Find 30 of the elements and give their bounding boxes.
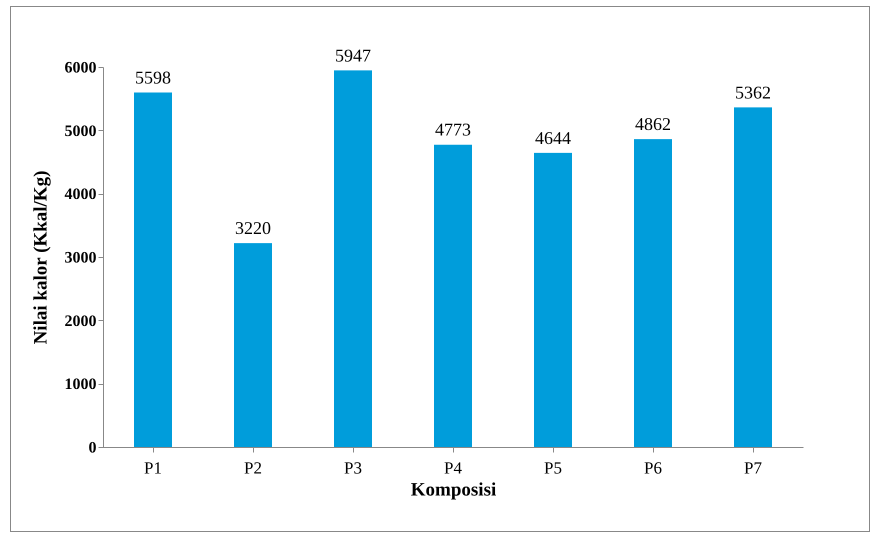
x-axis-title: Komposisi — [410, 480, 496, 500]
bar — [434, 144, 472, 447]
x-tick-label: P3 — [344, 458, 362, 478]
bar — [734, 107, 772, 447]
x-tick-label: P2 — [244, 458, 262, 478]
data-label: 5598 — [135, 67, 171, 88]
x-tick-label: P5 — [544, 458, 562, 478]
bar — [634, 139, 672, 447]
y-axis-title: Nilai kalor (Kkal/Kg) — [30, 170, 52, 344]
data-label: 3220 — [235, 218, 271, 238]
y-tick-label: 3000 — [64, 250, 96, 266]
y-tick-label: 5000 — [64, 122, 96, 140]
x-tick-label: P7 — [744, 458, 762, 478]
data-label: 4773 — [435, 120, 471, 140]
y-tick-label: 1000 — [64, 376, 96, 394]
y-tick-label: 2000 — [64, 312, 96, 330]
bar — [334, 70, 372, 447]
data-label: 5362 — [735, 82, 771, 102]
data-label: 4862 — [635, 114, 671, 134]
y-tick-label: 6000 — [64, 60, 96, 76]
y-tick-label: 0 — [88, 440, 96, 456]
data-label: 5947 — [335, 45, 371, 66]
x-tick-label: P1 — [144, 458, 162, 478]
x-tick-label: P6 — [644, 458, 662, 478]
bar — [534, 152, 572, 447]
data-label: 4644 — [535, 128, 571, 148]
x-tick-label: P4 — [444, 458, 462, 478]
bar — [234, 243, 272, 447]
bar — [134, 92, 172, 447]
y-tick-label: 4000 — [64, 186, 96, 204]
